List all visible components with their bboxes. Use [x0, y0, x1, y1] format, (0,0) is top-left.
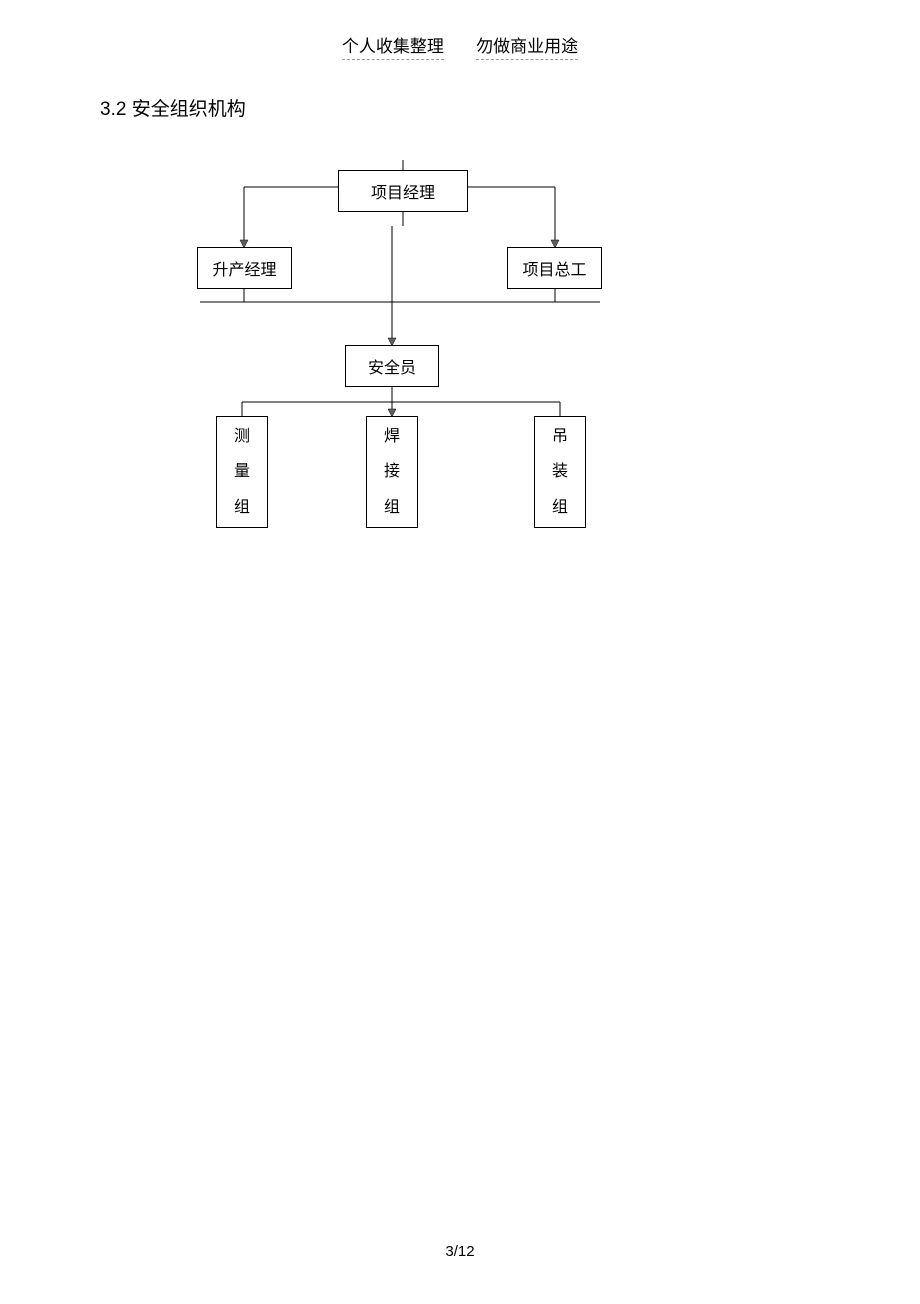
- node-char: 量: [234, 454, 250, 489]
- node-char: 吊: [552, 419, 568, 454]
- node-hoisting-team: 吊 装 组: [534, 416, 586, 528]
- page-number: 3: [445, 1243, 453, 1260]
- node-label: 项目经理: [371, 179, 435, 203]
- node-char: 组: [552, 490, 568, 525]
- node-char: 测: [234, 419, 250, 454]
- node-chief-engineer: 项目总工: [507, 247, 602, 289]
- node-label: 安全员: [368, 354, 416, 378]
- node-char: 接: [384, 454, 400, 489]
- node-safety-officer: 安全员: [345, 345, 439, 387]
- node-label: 项目总工: [522, 256, 586, 280]
- node-welding-team: 焊 接 组: [366, 416, 418, 528]
- org-chart-lines: [0, 0, 920, 600]
- node-project-manager: 项目经理: [338, 170, 468, 212]
- node-char: 装: [552, 454, 568, 489]
- node-char: 组: [234, 490, 250, 525]
- org-chart: 项目经理 升产经理 项目总工 安全员 测 量 组 焊 接 组 吊 装 组: [0, 0, 920, 600]
- page-total: 12: [458, 1243, 475, 1260]
- node-char: 焊: [384, 419, 400, 454]
- node-char: 组: [384, 490, 400, 525]
- page-footer: 3/12: [0, 1243, 920, 1260]
- node-label: 升产经理: [212, 256, 276, 280]
- node-survey-team: 测 量 组: [216, 416, 268, 528]
- node-production-manager: 升产经理: [197, 247, 292, 289]
